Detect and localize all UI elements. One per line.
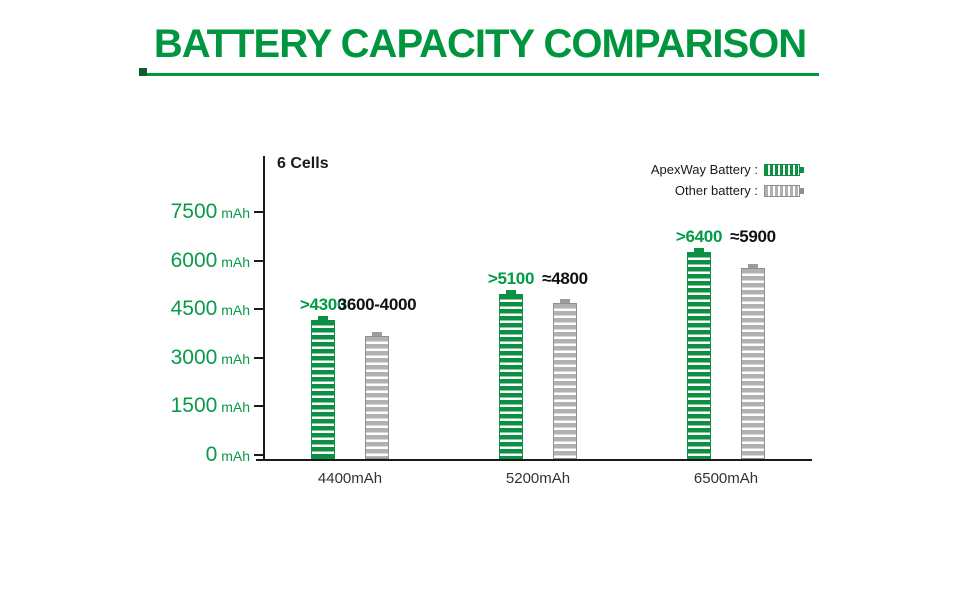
value-label-other: ≈5900 (730, 227, 776, 246)
green-battery-icon (764, 163, 804, 176)
value-label-apexway: >5100 (487, 269, 535, 288)
bar-other (741, 268, 765, 459)
bar-apexway-cap (318, 316, 328, 320)
bar-apexway (499, 294, 523, 459)
y-tick-unit: mAh (217, 302, 250, 319)
x-category-label: 4400mAh (317, 470, 383, 487)
gray-battery-icon (764, 184, 804, 197)
y-tick-value: 3000 (170, 345, 218, 369)
value-label-other: 3600-4000 (337, 295, 417, 314)
y-axis-label: 4500 mAh (120, 295, 250, 322)
y-tick-value: 1500 (170, 394, 218, 418)
y-tick-unit: mAh (217, 205, 250, 221)
legend-item-apexway: ApexWay Battery : (650, 162, 804, 177)
title-underline (139, 73, 819, 76)
bar-other-cap (748, 264, 758, 268)
chart-legend: ApexWay Battery : Other battery : (650, 162, 804, 198)
x-category-label: 6500mAh (693, 470, 759, 487)
bar-other-cap (560, 299, 570, 303)
legend-label-apexway: ApexWay Battery : (650, 162, 758, 177)
y-tick-unit: mAh (217, 253, 250, 270)
page-title: BATTERY CAPACITY COMPARISON (153, 22, 807, 66)
x-axis-line (256, 459, 812, 461)
y-axis-label: 7500 mAh (120, 198, 250, 225)
y-tick-value: 0 (205, 443, 218, 466)
y-tick-mark (254, 259, 263, 262)
bar-other (365, 336, 389, 459)
y-tick-unit: mAh (217, 399, 250, 416)
y-tick-mark (254, 211, 263, 213)
value-label-apexway: >4300 (299, 295, 347, 314)
y-tick-unit: mAh (217, 350, 250, 367)
bar-apexway-cap (694, 248, 704, 252)
legend-label-other: Other battery : (674, 183, 758, 198)
bar-apexway (687, 252, 711, 459)
y-tick-unit: mAh (217, 448, 250, 464)
bar-other (553, 303, 577, 459)
y-axis-line (263, 156, 265, 461)
title-underline-square (139, 68, 147, 76)
bar-apexway (311, 320, 335, 459)
y-tick-mark (254, 405, 263, 408)
y-tick-value: 6000 (170, 248, 218, 272)
cells-label: 6 Cells (277, 155, 329, 172)
y-axis-label: 3000 mAh (120, 344, 250, 371)
x-category-label: 5200mAh (505, 470, 571, 487)
y-tick-mark (254, 356, 263, 359)
legend-item-other: Other battery : (674, 183, 804, 198)
bar-apexway-cap (506, 290, 516, 294)
value-label-apexway: >6400 (675, 227, 723, 246)
y-tick-mark (254, 454, 263, 456)
bar-other-cap (372, 332, 382, 336)
y-axis-label: 1500 mAh (120, 392, 250, 419)
y-axis-label: 0 mAh (120, 441, 250, 468)
value-label-other: ≈4800 (542, 269, 588, 288)
y-tick-value: 7500 (170, 200, 218, 223)
y-tick-value: 4500 (170, 297, 218, 321)
y-axis-label: 6000 mAh (120, 247, 250, 274)
y-tick-mark (254, 308, 263, 311)
